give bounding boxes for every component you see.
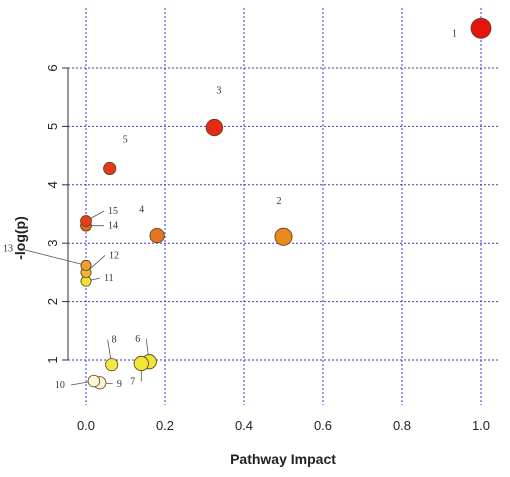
point-label: 14 (108, 221, 118, 232)
data-point (274, 227, 293, 246)
data-point (205, 118, 224, 137)
data-points (80, 17, 492, 390)
label-leader-lines (18, 210, 150, 386)
point-label: 8 (112, 335, 117, 346)
point-label: 12 (109, 250, 119, 261)
point-label: 11 (104, 273, 114, 284)
point-label: 2 (277, 196, 282, 207)
x-axis-title: Pathway Impact (230, 451, 336, 467)
y-tick-label: 3 (45, 240, 60, 247)
point-label: 13 (3, 243, 13, 254)
y-tick-label: 2 (45, 298, 60, 305)
point-label: 10 (55, 380, 65, 391)
point-label: 6 (135, 334, 140, 345)
point-label: 1 (452, 28, 457, 39)
data-point (80, 215, 92, 227)
x-tick-label: 0.2 (156, 418, 174, 433)
y-tick-label: 5 (45, 123, 60, 130)
y-tick-label: 1 (45, 356, 60, 363)
y-tick-label: 6 (45, 64, 60, 71)
data-point (105, 358, 119, 372)
x-tick-label: 0.8 (393, 418, 411, 433)
x-tick-label: 1.0 (472, 418, 490, 433)
point-label: 7 (130, 377, 135, 388)
data-point (470, 17, 492, 39)
data-point (80, 259, 92, 271)
y-axis-title: -log(p) (12, 216, 28, 260)
x-tick-label: 0.6 (314, 418, 332, 433)
point-label: 15 (108, 206, 118, 217)
point-label: 4 (139, 205, 144, 216)
point-label: 9 (117, 379, 122, 390)
data-point (149, 228, 165, 244)
data-point (133, 355, 149, 372)
grid (68, 8, 500, 405)
data-point (87, 374, 101, 388)
y-tick-label: 4 (45, 181, 60, 188)
x-tick-label: 0.0 (77, 418, 95, 433)
data-point (103, 161, 117, 175)
point-label: 3 (216, 86, 221, 97)
label-leader-line (18, 248, 87, 266)
x-tick-label: 0.4 (235, 418, 253, 433)
point-label: 5 (123, 134, 128, 145)
